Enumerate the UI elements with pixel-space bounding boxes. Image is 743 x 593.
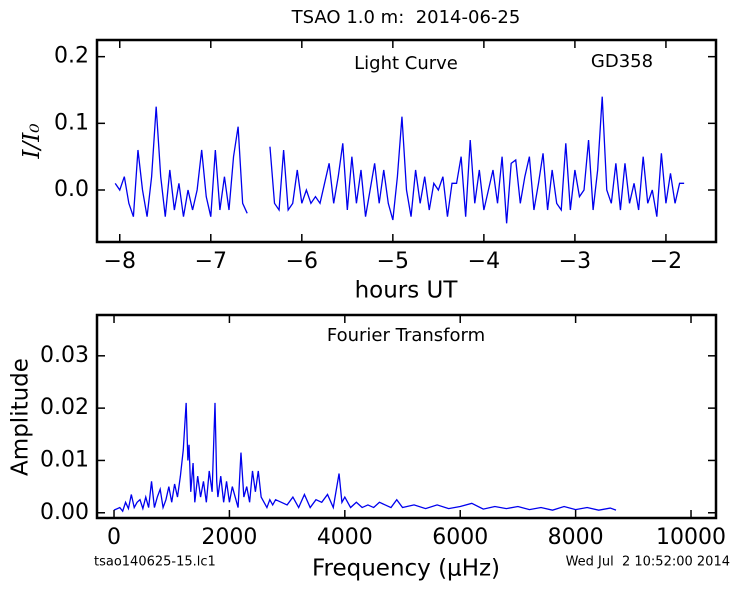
- x-tick-label: 8000: [548, 525, 604, 550]
- x-tick-label: −4: [468, 249, 500, 274]
- y-tick-label: 0.03: [40, 343, 89, 368]
- x-tick-label: −6: [286, 249, 318, 274]
- annotation: Fourier Transform: [327, 325, 485, 346]
- y-tick-label: 0.01: [40, 447, 89, 472]
- x-tick-label: 2000: [201, 525, 257, 550]
- y-tick-label: 0.00: [40, 500, 89, 525]
- x-tick-label: −3: [559, 249, 591, 274]
- x-tick-label: 0: [107, 525, 121, 550]
- x-tick-label: 6000: [432, 525, 488, 550]
- annotation: GD358: [591, 51, 653, 72]
- data-line: [113, 402, 617, 513]
- plot-frame: [95, 313, 718, 520]
- y-axis-label: Amplitude: [8, 358, 34, 476]
- x-tick-label: 10000: [656, 525, 726, 550]
- y-tick-label: 0.1: [54, 110, 89, 135]
- data-line: [114, 96, 685, 224]
- plot-frame: [95, 38, 718, 244]
- y-axis-label: I/I₀: [19, 123, 45, 159]
- annotation: Light Curve: [354, 53, 458, 74]
- x-tick-label: −7: [195, 249, 227, 274]
- y-tick-label: 0.2: [54, 44, 89, 69]
- x-axis-label: Frequency (μHz): [312, 556, 500, 582]
- x-tick-label: −8: [104, 249, 136, 274]
- x-axis-label: hours UT: [355, 278, 459, 304]
- y-tick-label: 0.0: [54, 177, 89, 202]
- x-tick-label: −2: [650, 249, 682, 274]
- y-tick-label: 0.02: [40, 395, 89, 420]
- footer-right: Wed Jul 2 10:52:00 2014: [566, 555, 730, 570]
- x-tick-label: −5: [377, 249, 409, 274]
- x-tick-label: 4000: [317, 525, 373, 550]
- figure-title: TSAO 1.0 m: 2014-06-25: [291, 7, 521, 28]
- footer-left: tsao140625-15.lc1: [94, 555, 216, 570]
